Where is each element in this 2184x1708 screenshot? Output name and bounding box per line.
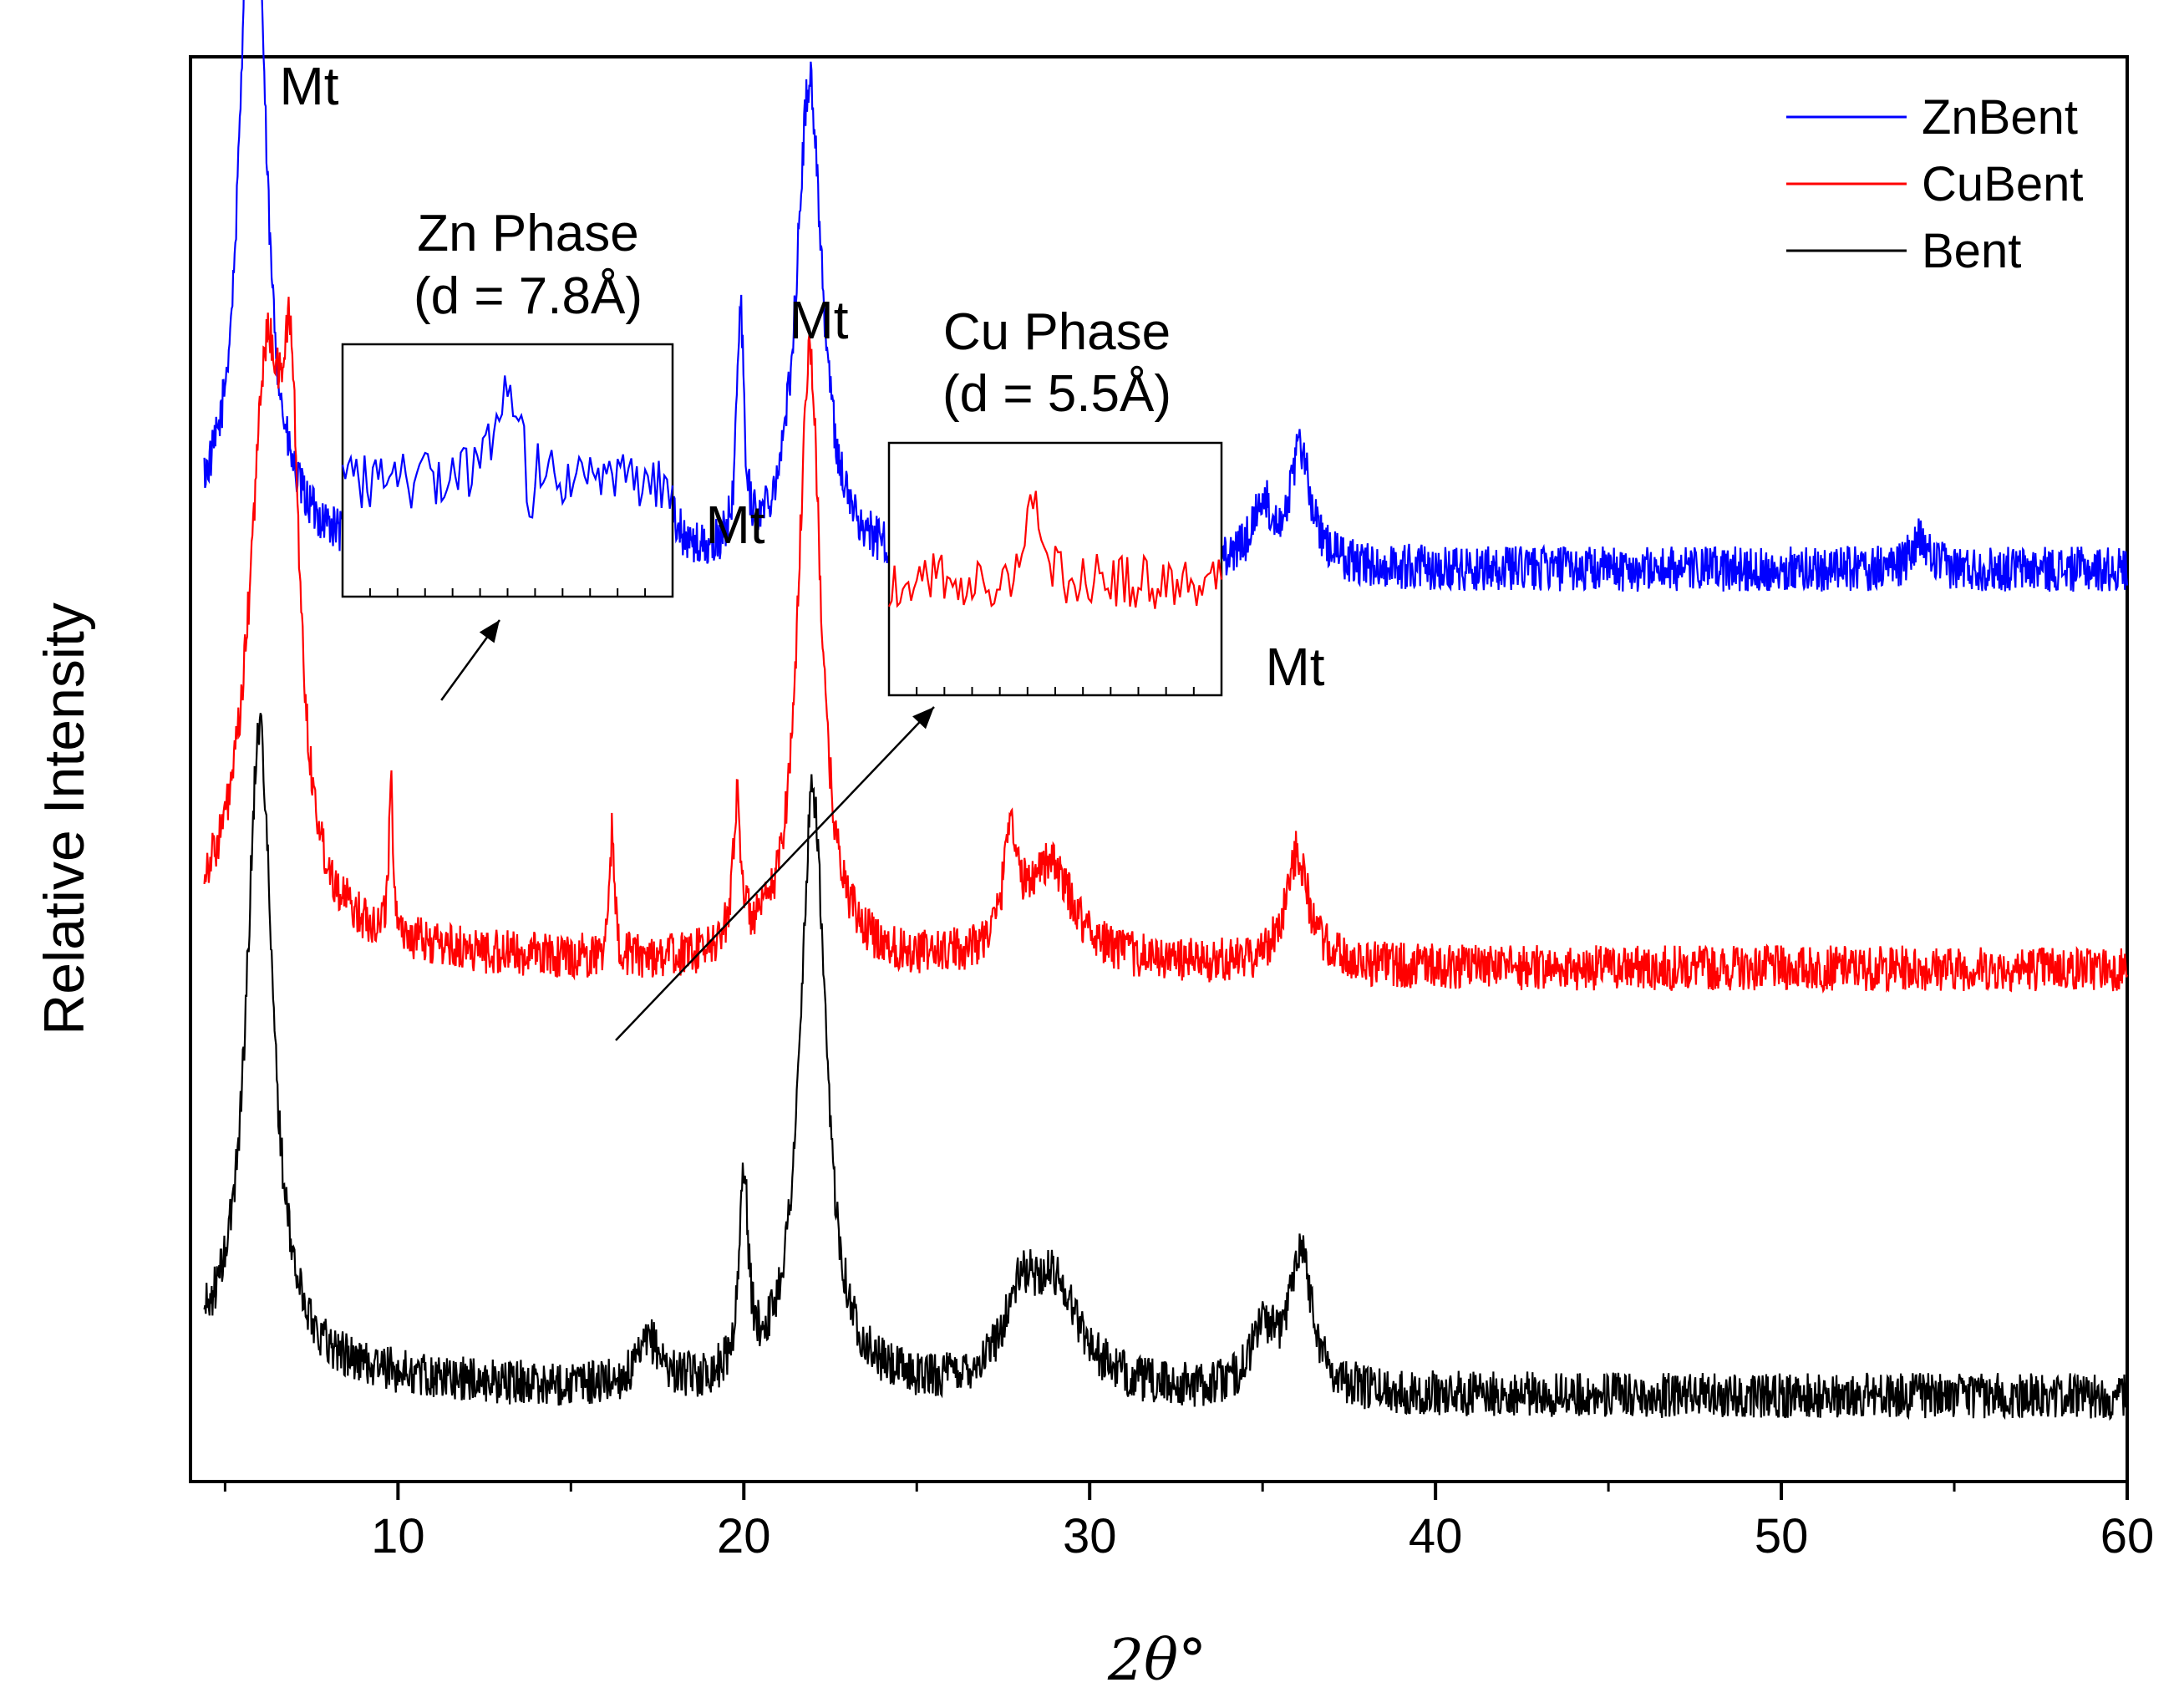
inset-signal <box>888 491 1223 609</box>
inset-title: Cu Phase <box>943 303 1171 361</box>
inset-arrow-head <box>912 707 934 729</box>
annotation-mt: Mt <box>1265 637 1324 697</box>
inset-subtitle: (d = 7.8Å) <box>414 267 643 325</box>
inset-title: Zn Phase <box>417 205 638 262</box>
inset-cu-phase: Cu Phase(d = 5.5Å) <box>615 303 1223 1041</box>
inset-frame <box>887 441 1223 697</box>
legend: ZnBent CuBent Bent <box>1786 90 2083 278</box>
insets: Zn Phase(d = 7.8Å)Cu Phase(d = 5.5Å) <box>341 205 1223 1041</box>
peak-annotations: Mt Mt Mt Mt <box>279 56 1324 697</box>
annotation-mt: Mt <box>279 56 338 116</box>
series-bent-line <box>203 713 2129 1421</box>
inset-signal <box>341 375 674 519</box>
x-axis-ticks: 10 20 30 40 50 60 <box>223 1482 2155 1563</box>
inset-arrow-head <box>479 620 500 643</box>
x-axis-label: 2θ° <box>1107 1628 1206 1694</box>
inset-zn-phase: Zn Phase(d = 7.8Å) <box>341 205 674 701</box>
x-tick-label: 50 <box>1755 1509 1809 1563</box>
x-tick-label: 40 <box>1409 1509 1463 1563</box>
x-tick-label: 30 <box>1063 1509 1117 1563</box>
legend-label-cubent: CuBent <box>1922 157 2083 211</box>
x-tick-label: 60 <box>2100 1509 2155 1563</box>
y-axis-label: Relative Intensity <box>33 602 96 1035</box>
inset-arrow <box>615 706 935 1041</box>
series-cubent-line <box>203 297 2129 994</box>
legend-label-bent: Bent <box>1922 224 2021 278</box>
legend-label-znbent: ZnBent <box>1922 90 2078 145</box>
annotation-mt: Mt <box>705 495 764 555</box>
plot-frame <box>189 55 2129 1483</box>
x-tick-label: 20 <box>717 1509 771 1563</box>
inset-subtitle: (d = 5.5Å) <box>942 365 1171 423</box>
x-tick-label: 10 <box>371 1509 425 1563</box>
annotation-mt: Mt <box>789 290 848 350</box>
